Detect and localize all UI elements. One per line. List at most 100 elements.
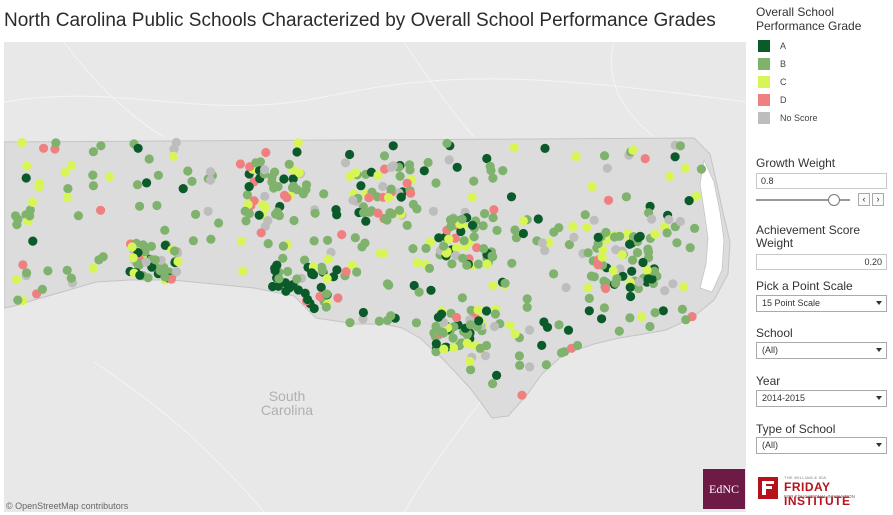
school-marker[interactable] (402, 220, 412, 230)
school-marker[interactable] (356, 181, 366, 191)
school-marker[interactable] (51, 138, 61, 148)
school-marker[interactable] (310, 208, 320, 218)
school-marker[interactable] (178, 184, 188, 194)
school-marker[interactable] (260, 191, 270, 201)
school-marker[interactable] (382, 215, 392, 225)
map-attribution[interactable]: © OpenStreetMap contributors (6, 501, 129, 511)
school-marker[interactable] (172, 267, 182, 277)
school-marker[interactable] (451, 250, 461, 261)
school-marker[interactable] (601, 227, 611, 237)
school-marker[interactable] (132, 180, 143, 190)
school-marker[interactable] (364, 193, 374, 203)
school-marker[interactable] (332, 210, 342, 220)
school-marker[interactable] (359, 208, 369, 218)
school-marker[interactable] (628, 145, 638, 155)
school-marker[interactable] (559, 347, 570, 357)
school-marker[interactable] (235, 159, 245, 169)
ednc-logo[interactable]: EdNC (703, 469, 745, 509)
school-marker[interactable] (345, 171, 355, 182)
school-marker[interactable] (665, 171, 675, 181)
school-marker[interactable] (284, 159, 294, 169)
school-marker[interactable] (580, 210, 590, 220)
school-marker[interactable] (597, 314, 607, 324)
school-marker[interactable] (465, 356, 475, 366)
school-marker[interactable] (18, 260, 28, 270)
slider-increment-button[interactable]: › (872, 193, 884, 206)
school-marker[interactable] (88, 147, 98, 157)
school-marker[interactable] (647, 214, 657, 224)
school-marker[interactable] (63, 184, 73, 194)
school-marker[interactable] (681, 315, 691, 325)
school-marker[interactable] (254, 210, 264, 220)
school-marker[interactable] (473, 259, 484, 269)
school-marker[interactable] (459, 236, 469, 246)
school-dropdown[interactable]: (All) (756, 342, 887, 359)
school-marker[interactable] (627, 266, 637, 276)
school-marker[interactable] (489, 205, 499, 215)
school-marker[interactable] (572, 340, 583, 351)
school-marker[interactable] (88, 263, 98, 273)
legend-item-b[interactable]: B (758, 58, 786, 70)
school-marker[interactable] (490, 309, 500, 319)
school-marker[interactable] (322, 274, 332, 284)
school-marker[interactable] (135, 201, 145, 211)
school-marker[interactable] (405, 165, 415, 175)
school-marker[interactable] (358, 307, 368, 318)
school-marker[interactable] (431, 339, 441, 349)
school-marker[interactable] (43, 266, 53, 276)
school-marker[interactable] (489, 321, 500, 332)
school-marker[interactable] (541, 360, 552, 370)
legend-item-c[interactable]: C (758, 76, 787, 88)
school-marker[interactable] (589, 215, 599, 225)
school-marker[interactable] (456, 226, 466, 237)
school-marker[interactable] (589, 272, 599, 282)
school-marker[interactable] (583, 248, 593, 258)
map-canvas[interactable]: South Carolina © OpenStreetMap contribut… (4, 42, 746, 512)
growth-weight-slider[interactable] (756, 193, 856, 207)
school-marker[interactable] (488, 213, 498, 223)
school-marker[interactable] (444, 234, 454, 244)
school-marker[interactable] (640, 154, 650, 164)
school-marker[interactable] (340, 158, 351, 168)
school-marker[interactable] (17, 137, 27, 148)
school-marker[interactable] (352, 267, 362, 277)
school-marker[interactable] (457, 214, 467, 224)
school-marker[interactable] (323, 235, 333, 245)
school-marker[interactable] (670, 152, 680, 162)
school-marker[interactable] (273, 182, 283, 192)
school-marker[interactable] (510, 225, 520, 235)
school-marker[interactable] (434, 233, 444, 243)
school-marker[interactable] (423, 157, 433, 168)
school-marker[interactable] (10, 211, 21, 221)
school-marker[interactable] (374, 316, 384, 326)
school-marker[interactable] (168, 151, 178, 161)
school-marker[interactable] (634, 277, 644, 287)
school-marker[interactable] (615, 231, 625, 241)
school-marker[interactable] (382, 315, 393, 325)
school-marker[interactable] (421, 243, 431, 253)
school-marker[interactable] (582, 222, 592, 233)
school-marker[interactable] (406, 188, 416, 198)
school-marker[interactable] (500, 278, 510, 288)
school-marker[interactable] (323, 254, 333, 264)
school-marker[interactable] (542, 322, 553, 332)
school-marker[interactable] (441, 248, 451, 258)
school-marker[interactable] (488, 379, 498, 389)
school-marker[interactable] (337, 230, 347, 240)
school-marker[interactable] (88, 181, 98, 191)
school-marker[interactable] (507, 258, 517, 268)
school-marker[interactable] (509, 143, 519, 153)
school-marker[interactable] (632, 248, 643, 258)
school-marker[interactable] (382, 279, 393, 289)
school-marker[interactable] (301, 185, 311, 195)
school-marker[interactable] (345, 318, 355, 328)
school-marker[interactable] (428, 206, 438, 216)
school-marker[interactable] (141, 257, 151, 267)
school-marker[interactable] (584, 293, 594, 303)
school-marker[interactable] (62, 192, 73, 202)
school-marker[interactable] (241, 216, 251, 226)
school-marker[interactable] (625, 239, 635, 249)
school-marker[interactable] (319, 189, 329, 199)
school-marker[interactable] (442, 138, 452, 148)
school-marker[interactable] (345, 149, 355, 160)
